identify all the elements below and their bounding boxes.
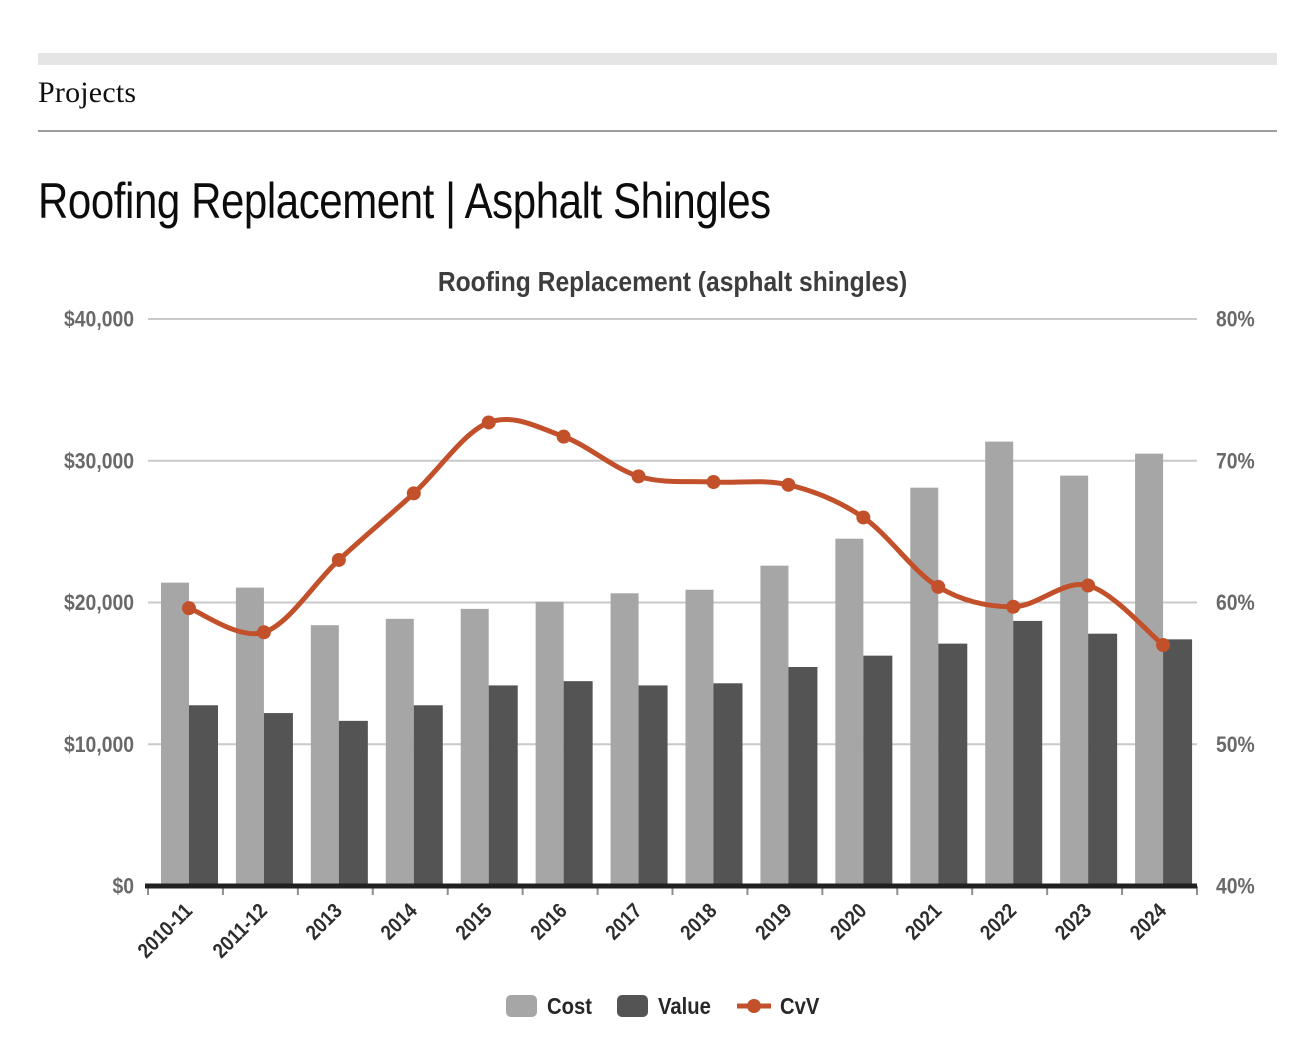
cvv-point: [706, 475, 721, 490]
cvv-point: [931, 579, 946, 594]
value-bar: [1088, 633, 1118, 886]
value-bar: [263, 713, 293, 886]
x-axis-label: 2021: [901, 899, 947, 945]
value-bar: [1013, 620, 1043, 886]
cost-bar: [460, 608, 489, 886]
left-axis-label: $0: [112, 875, 134, 899]
cost-bar: [835, 538, 864, 886]
cost-bar: [1135, 453, 1164, 886]
cost-bar: [310, 625, 339, 886]
cvv-point: [1156, 638, 1171, 653]
cvv-point: [256, 625, 271, 640]
legend-swatch-cost: [506, 995, 537, 1017]
cvv-point: [406, 486, 421, 501]
value-bar: [638, 685, 668, 886]
right-axis-label: 80%: [1216, 308, 1255, 332]
cvv-point: [631, 469, 646, 484]
cost-bar: [985, 441, 1014, 886]
left-axis-label: $40,000: [64, 308, 134, 332]
legend-dot-cvv: [747, 999, 761, 1013]
cvv-point: [331, 552, 346, 567]
cvv-point: [556, 429, 571, 444]
x-axis-label: 2020: [826, 899, 872, 945]
value-bar: [488, 685, 518, 886]
x-axis: [145, 883, 1198, 895]
value-bar: [938, 643, 968, 886]
x-axis-label: 2013: [302, 899, 348, 945]
value-bar: [338, 720, 368, 886]
x-axis-label: 2016: [526, 899, 572, 945]
right-axis-label: 70%: [1216, 449, 1255, 473]
value-bar: [413, 705, 443, 886]
left-axis-label: $30,000: [64, 449, 134, 473]
cvv-point: [1081, 578, 1096, 593]
value-bar: [189, 705, 218, 886]
cvv-point: [1006, 599, 1021, 614]
chart-title: Roofing Replacement (asphalt shingles): [438, 266, 907, 298]
right-axis-label: 60%: [1216, 591, 1255, 615]
bars: [161, 441, 1193, 886]
value-bar: [563, 681, 593, 886]
x-axis-label: 2015: [451, 899, 497, 945]
top-divider-bar: [38, 53, 1277, 65]
cost-bar: [161, 582, 189, 886]
x-axis-label: 2010-11: [133, 899, 197, 963]
x-axis-label: 2014: [376, 899, 422, 945]
cost-bar: [610, 593, 639, 886]
x-axis-label: 2024: [1126, 899, 1172, 945]
cvv-point: [182, 601, 196, 616]
left-axis-label: $10,000: [64, 733, 134, 757]
cvv-point: [856, 510, 871, 525]
left-axis-label: $20,000: [64, 591, 134, 615]
x-axis-label: 2011-12: [208, 899, 272, 963]
legend-label-value: Value: [658, 993, 711, 1020]
cost-bar: [385, 618, 414, 886]
x-axis-label: 2022: [976, 899, 1022, 945]
cost-bar: [1060, 475, 1089, 886]
legend-label-cvv: CvV: [780, 993, 820, 1020]
breadcrumb[interactable]: Projects: [38, 76, 137, 109]
value-bar: [1163, 639, 1193, 886]
legend-swatch-value: [617, 995, 648, 1017]
value-bar: [788, 666, 818, 886]
x-axis-label: 2017: [601, 899, 647, 945]
cost-bar: [910, 487, 939, 886]
x-axis-label: 2019: [751, 899, 797, 945]
right-axis-label: 50%: [1216, 733, 1255, 757]
chart-container: Roofing Replacement (asphalt shingles) $0…: [30, 244, 1280, 1042]
legend: Cost Value CvV: [506, 993, 820, 1020]
value-bar: [713, 683, 743, 886]
header-divider: [38, 130, 1277, 132]
cost-bar: [760, 565, 789, 886]
x-axis-label: 2023: [1051, 899, 1097, 945]
value-bar: [863, 655, 893, 886]
cost-bar: [685, 589, 714, 886]
legend-label-cost: Cost: [547, 993, 592, 1020]
cvv-point: [481, 415, 496, 430]
combo-chart: Roofing Replacement (asphalt shingles) $0…: [64, 266, 1255, 1020]
cvv-point: [781, 477, 796, 492]
page-title: Roofing Replacement | Asphalt Shingles: [38, 173, 771, 229]
cost-bar: [535, 601, 564, 886]
right-axis-label: 40%: [1216, 875, 1255, 899]
x-axis-label: 2018: [676, 899, 722, 945]
